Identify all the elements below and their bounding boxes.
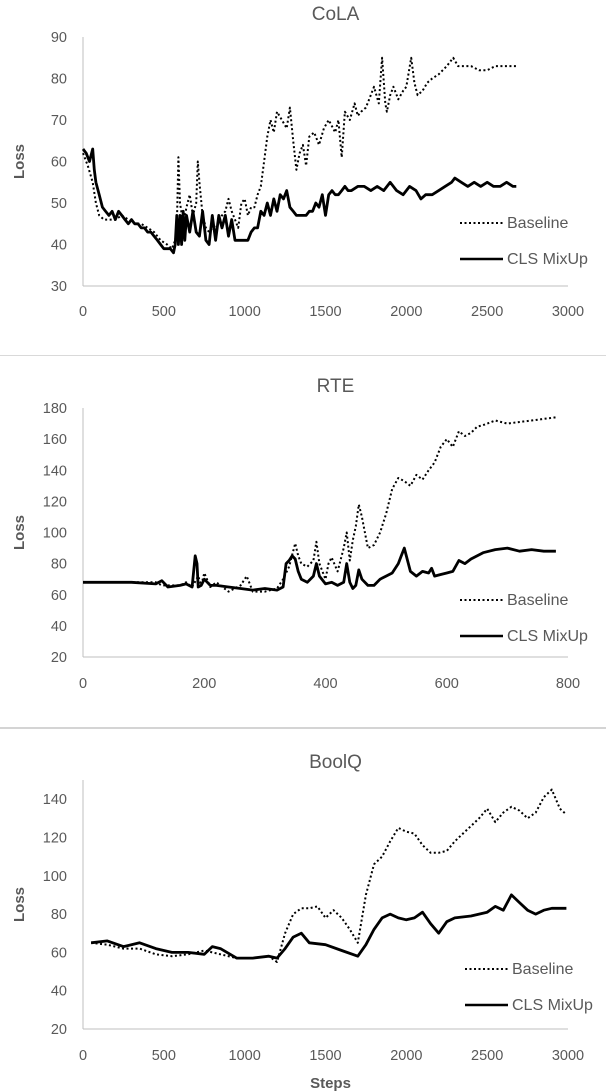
x-tick-label: 0 — [79, 1048, 87, 1064]
baseline-legend-label: Baseline — [507, 215, 568, 232]
y-tick-label: 120 — [43, 830, 67, 846]
baseline-series-line — [90, 788, 568, 963]
x-tick-label: 1000 — [229, 1048, 261, 1064]
x-tick-label: 2000 — [390, 304, 422, 320]
x-tick-label: 800 — [556, 676, 580, 692]
y-tick-label: 100 — [43, 869, 67, 885]
x-tick-label: 3000 — [552, 304, 584, 320]
baseline-legend-label: Baseline — [507, 592, 568, 609]
y-tick-label: 160 — [43, 432, 67, 448]
y-tick-label: 60 — [51, 945, 67, 961]
x-tick-label: 400 — [313, 676, 337, 692]
y-tick-label: 80 — [51, 557, 67, 573]
x-tick-label: 0 — [79, 304, 87, 320]
y-tick-label: 60 — [51, 588, 67, 604]
chart-legend: Baseline CLS MixUp — [460, 215, 588, 268]
x-tick-label: 3000 — [552, 1048, 584, 1064]
baseline-series-line — [83, 416, 557, 593]
y-tick-label: 140 — [43, 463, 67, 479]
x-tick-label: 2000 — [390, 1048, 422, 1064]
y-tick-label: 80 — [51, 907, 67, 923]
y-tick-label: 180 — [43, 401, 67, 417]
y-tick-label: 20 — [51, 1022, 67, 1038]
y-tick-label: 100 — [43, 526, 67, 542]
y-tick-label: 120 — [43, 494, 67, 510]
y-tick-label: 60 — [51, 155, 67, 171]
x-tick-label: 1500 — [309, 304, 341, 320]
baseline-series-line — [82, 56, 517, 250]
chart-cola: CoLA 30 40 50 60 70 80 90 0 500 1000 1500 2000 2500 30… — [11, 4, 588, 320]
x-tick-label: 500 — [152, 304, 176, 320]
cls-mixup-series-line — [90, 893, 567, 960]
y-tick-label: 20 — [51, 650, 67, 666]
x-tick-label: 2500 — [471, 304, 503, 320]
y-tick-label: 40 — [51, 619, 67, 635]
y-axis-label: Loss — [11, 887, 28, 922]
x-tick-label: 1500 — [309, 1048, 341, 1064]
y-axis-label: Loss — [11, 515, 28, 550]
y-tick-label: 40 — [51, 984, 67, 1000]
x-tick-label: 500 — [152, 1048, 176, 1064]
y-tick-label: 140 — [43, 792, 67, 808]
chart-legend: Baseline CLS MixUp — [460, 592, 588, 645]
x-tick-label: 2500 — [471, 1048, 503, 1064]
y-tick-label: 90 — [51, 30, 67, 46]
x-tick-label: 600 — [435, 676, 459, 692]
y-tick-label: 70 — [51, 113, 67, 129]
y-tick-label: 40 — [51, 238, 67, 254]
y-axis-label: Loss — [11, 144, 28, 179]
chart-title: BoolQ — [309, 752, 362, 773]
baseline-legend-label: Baseline — [512, 961, 573, 978]
chart-separator — [0, 355, 606, 356]
cls-mixup-legend-label: CLS MixUp — [507, 251, 588, 268]
cls-mixup-series-line — [83, 546, 556, 592]
x-axis-label: Steps — [310, 1075, 351, 1092]
chart-title: RTE — [317, 376, 355, 397]
x-tick-label: 1000 — [229, 304, 261, 320]
cls-mixup-legend-label: CLS MixUp — [507, 628, 588, 645]
chart-rte: RTE 20 40 60 80 100 120 140 160 180 0 200 400 600 800 L… — [11, 376, 588, 692]
x-tick-label: 0 — [79, 676, 87, 692]
chart-legend: Baseline CLS MixUp — [465, 961, 593, 1014]
chart-separator — [0, 727, 606, 729]
chart-title: CoLA — [312, 4, 360, 25]
y-tick-label: 30 — [51, 279, 67, 295]
cls-mixup-legend-label: CLS MixUp — [512, 997, 593, 1014]
chart-boolq: BoolQ 20 40 60 80 100 120 140 0 500 1000 1500 2000 25… — [11, 752, 593, 1092]
y-tick-label: 50 — [51, 196, 67, 212]
cls-mixup-series-line — [81, 147, 517, 255]
y-tick-label: 80 — [51, 72, 67, 88]
x-tick-label: 200 — [192, 676, 216, 692]
